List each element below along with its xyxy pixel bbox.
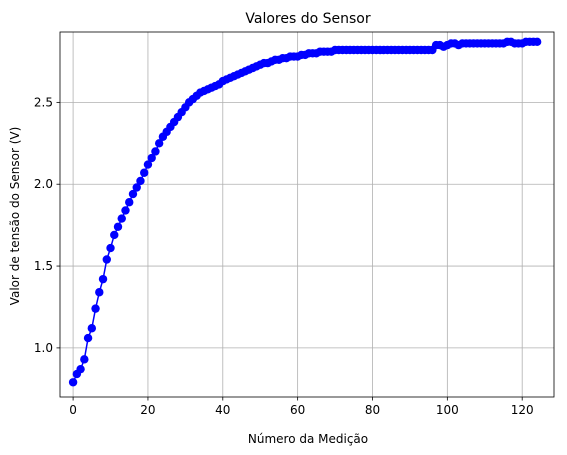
x-tick-label: 20 xyxy=(140,403,155,417)
data-point xyxy=(91,304,100,313)
data-point xyxy=(140,168,149,177)
y-tick-label: 1.0 xyxy=(34,341,53,355)
data-point xyxy=(83,333,93,343)
x-tick-label: 120 xyxy=(511,403,534,417)
data-point xyxy=(143,160,153,169)
x-axis-ticks: 0 20 40 60 80 100 120 xyxy=(69,397,534,417)
x-axis-label: Número da Medição xyxy=(248,432,368,446)
x-tick-label: 0 xyxy=(69,403,77,417)
data-point xyxy=(95,288,104,297)
data-point xyxy=(102,255,111,264)
data-point xyxy=(125,198,134,207)
data-point xyxy=(121,206,130,215)
x-tick-label: 60 xyxy=(290,403,305,417)
data-point xyxy=(151,147,160,156)
data-point xyxy=(128,189,138,199)
data-point xyxy=(132,183,141,192)
x-tick-label: 100 xyxy=(436,403,459,417)
data-point xyxy=(106,243,115,253)
y-tick-label: 2.5 xyxy=(34,95,53,109)
plot-frame xyxy=(59,31,555,398)
grid-lines xyxy=(60,32,554,397)
chart-title: Valores do Sensor xyxy=(245,11,370,27)
data-point xyxy=(98,274,108,284)
data-point xyxy=(110,230,119,240)
x-tick-label: 80 xyxy=(365,403,380,417)
y-tick-label: 1.5 xyxy=(34,259,53,273)
y-axis-ticks: 1.0 1.5 2.0 2.5 xyxy=(34,95,60,355)
data-point xyxy=(76,364,85,374)
data-point xyxy=(136,176,145,186)
data-point xyxy=(154,139,164,148)
data-point xyxy=(68,378,78,387)
data-point xyxy=(117,214,126,223)
data-point xyxy=(532,37,542,47)
series-layer xyxy=(68,37,542,387)
data-point xyxy=(147,153,156,163)
x-tick-label: 40 xyxy=(215,403,230,417)
y-tick-label: 2.0 xyxy=(34,177,53,191)
data-point xyxy=(80,355,89,364)
data-point xyxy=(113,222,123,231)
data-point xyxy=(87,324,97,333)
y-axis-label: Valor de tensão do Sensor (V) xyxy=(8,127,22,306)
